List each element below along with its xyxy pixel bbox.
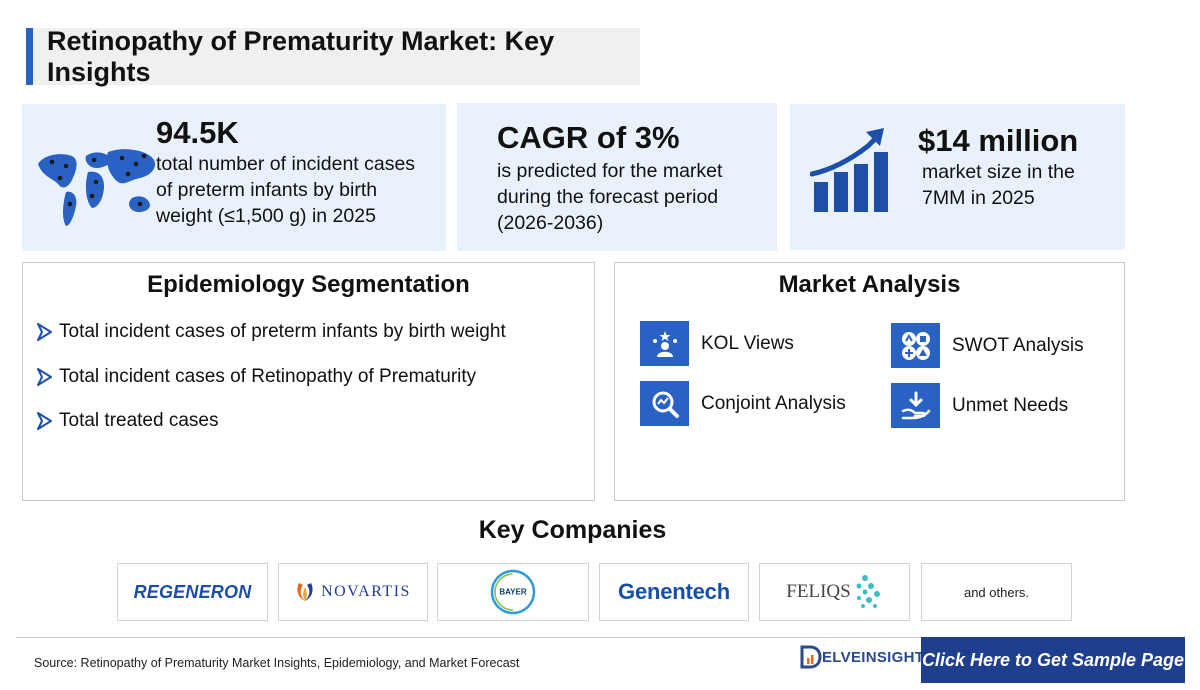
others-box: and others. — [921, 563, 1072, 621]
epidemiology-item-label: Total incident cases of preterm infants … — [59, 321, 506, 342]
stat-desc-line: (2026-2036) — [497, 212, 604, 234]
market-analysis-item-label: Unmet Needs — [952, 394, 1069, 416]
feliqs-dots-icon — [856, 575, 880, 608]
stat-value-incident: 94.5K — [156, 115, 239, 150]
stat-desc-line: market size in the — [922, 161, 1075, 183]
epidemiology-item-label: Total incident cases of Retinopathy of P… — [59, 366, 477, 387]
stat-card-market-size: $14 million market size in the 7MM in 20… — [790, 104, 1125, 250]
delveinsight-logo: ELVEINSIGHT — [800, 645, 924, 669]
kol-icon — [640, 321, 689, 366]
logo-feliqs: FELIQS — [759, 563, 910, 621]
footer-divider — [16, 637, 1184, 638]
stat-desc-cagr: is predicted for the market during the f… — [497, 158, 767, 236]
logo-bayer: BAYER — [437, 563, 589, 621]
source-note: Source: Retinopathy of Prematurity Marke… — [34, 656, 520, 670]
stat-desc-line: during the forecast period — [497, 186, 719, 208]
epidemiology-panel: Epidemiology Segmentation Total incident… — [22, 262, 595, 501]
logo-novartis: NOVARTIS — [278, 563, 428, 621]
epidemiology-item-label: Total treated cases — [59, 410, 219, 431]
market-analysis-item-unmet-needs: Unmet Needs — [891, 383, 1068, 428]
stat-desc-line: of preterm infants by birth — [156, 179, 378, 201]
stat-card-incident-cases: 94.5K total number of incident cases of … — [22, 104, 446, 251]
market-analysis-item-kol: KOL Views — [640, 321, 794, 366]
stat-desc-line: 7MM in 2025 — [922, 187, 1035, 209]
regeneron-logo-text: REGENERON — [133, 581, 252, 602]
stat-card-cagr: CAGR of 3% is predicted for the market d… — [457, 103, 777, 251]
genentech-logo-text: Genentech — [618, 579, 730, 604]
others-label: and others. — [963, 584, 1030, 600]
title-accent-bar — [26, 28, 33, 85]
epidemiology-title: Epidemiology Segmentation — [147, 271, 470, 298]
market-analysis-title: Market Analysis — [778, 271, 961, 298]
world-map-icon — [38, 149, 156, 226]
novartis-logo-text: NOVARTIS — [321, 583, 411, 600]
epidemiology-item: Total treated cases — [35, 410, 218, 432]
page-title: Retinopathy of Prematurity Market: Key I… — [47, 25, 555, 87]
epidemiology-item: Total incident cases of preterm infants … — [35, 321, 506, 343]
logo-regeneron: REGENERON — [117, 563, 268, 621]
market-analysis-panel: Market Analysis KOL Views SWOT Analysis … — [614, 262, 1125, 501]
unmet-needs-icon — [891, 383, 940, 428]
market-analysis-item-conjoint: Conjoint Analysis — [640, 381, 846, 426]
stat-value-market-size: $14 million — [918, 123, 1079, 158]
chevron-right-icon — [37, 412, 52, 430]
stat-desc-incident: total number of incident cases of preter… — [156, 151, 446, 229]
growth-chart-icon — [810, 128, 888, 212]
title-banner: Retinopathy of Prematurity Market: Key I… — [26, 25, 640, 87]
delveinsight-d-icon — [800, 645, 822, 669]
chevron-right-icon — [37, 368, 52, 386]
get-sample-page-button[interactable]: Click Here to Get Sample Page — [921, 637, 1185, 683]
epidemiology-item: Total incident cases of Retinopathy of P… — [35, 366, 476, 388]
delveinsight-logo-text: ELVEINSIGHT — [822, 648, 925, 666]
novartis-flame-icon — [297, 583, 313, 601]
stat-desc-market-size: market size in the 7MM in 2025 — [922, 159, 1122, 211]
stat-value-cagr: CAGR of 3% — [497, 120, 680, 155]
market-analysis-item-swot: SWOT Analysis — [891, 323, 1084, 368]
market-analysis-item-label: KOL Views — [701, 332, 794, 354]
bayer-logo-text: BAYER — [499, 588, 526, 597]
logo-genentech: Genentech — [599, 563, 749, 621]
stat-desc-line: weight (≤1,500 g) in 2025 — [156, 205, 376, 227]
conjoint-icon — [640, 381, 689, 426]
feliqs-logo-text: FELIQS — [786, 581, 851, 602]
stat-desc-line: is predicted for the market — [497, 160, 723, 182]
market-analysis-item-label: Conjoint Analysis — [701, 392, 846, 414]
bayer-cross-logo: BAYER — [490, 569, 536, 615]
key-companies-title: Key Companies — [478, 516, 667, 544]
chevron-right-icon — [37, 323, 52, 341]
market-analysis-item-label: SWOT Analysis — [952, 334, 1084, 356]
swot-icon — [891, 323, 940, 368]
stat-desc-line: total number of incident cases — [156, 153, 416, 175]
